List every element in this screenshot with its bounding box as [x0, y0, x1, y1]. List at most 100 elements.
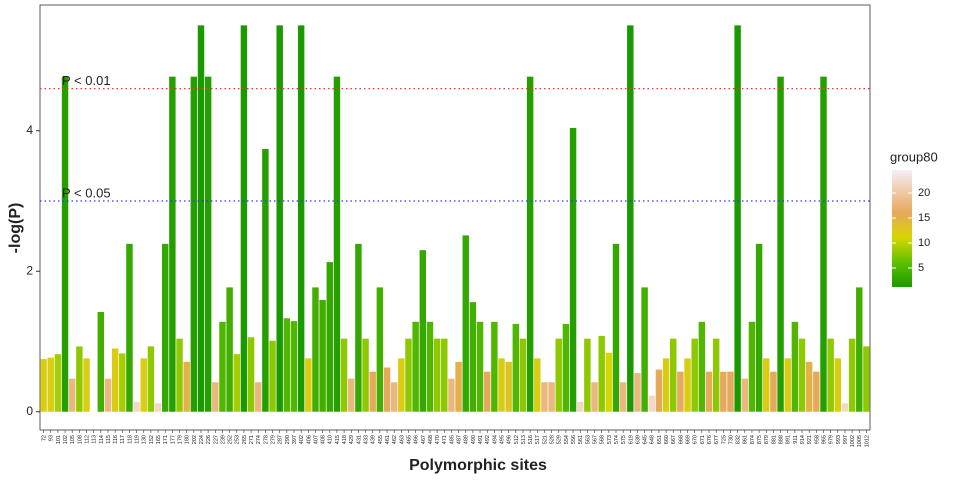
x-tick-label: 108	[77, 435, 83, 444]
x-tick-label: 463	[399, 435, 405, 444]
bar	[763, 358, 770, 412]
x-tick-label: 113	[92, 435, 98, 444]
bar	[398, 358, 405, 412]
x-tick-label: 152	[149, 435, 155, 444]
x-tick-label: 105	[70, 435, 76, 444]
x-tick-label: 958	[814, 435, 820, 444]
x-tick-label: 561	[578, 435, 584, 444]
bar	[433, 338, 441, 412]
x-tick-label: 639	[635, 435, 641, 444]
bar	[255, 382, 262, 412]
bar	[355, 243, 362, 412]
reference-label: P < 0.05	[62, 185, 111, 200]
x-tick-label: 406	[306, 435, 312, 444]
bar	[541, 382, 548, 412]
x-tick-label: 274	[256, 435, 262, 444]
bar	[562, 323, 570, 412]
x-tick-label: 177	[170, 435, 176, 444]
bar	[469, 302, 477, 412]
bar	[68, 378, 76, 412]
x-tick-label: 485	[449, 435, 455, 444]
bar	[348, 378, 355, 412]
bar	[498, 358, 505, 412]
bar	[297, 25, 305, 412]
bar	[47, 357, 54, 412]
bar	[276, 25, 283, 412]
bar	[161, 243, 169, 412]
bar	[204, 76, 212, 412]
x-tick-label: 467	[421, 435, 427, 444]
x-tick-label: 492	[485, 435, 491, 444]
x-tick-label: 180	[185, 435, 191, 444]
bar	[441, 338, 448, 412]
x-tick-label: 671	[700, 435, 706, 444]
bar	[390, 382, 398, 412]
bar	[705, 371, 713, 412]
bar	[734, 25, 741, 412]
x-tick-label: 487	[457, 435, 463, 444]
x-axis-label: Polymorphic sites	[409, 457, 547, 474]
x-tick-label: 410	[328, 435, 334, 444]
x-tick-label: 278	[263, 435, 269, 444]
bar	[476, 321, 484, 412]
x-tick-label: 455	[378, 435, 384, 444]
bar	[462, 235, 469, 412]
bar	[813, 371, 820, 412]
bar	[856, 287, 863, 412]
bar	[126, 243, 133, 412]
x-tick-label: 226	[206, 435, 212, 444]
x-tick-label: 648	[650, 435, 656, 444]
x-tick-label: 461	[385, 435, 391, 444]
bar	[219, 321, 226, 412]
x-tick-label: 102	[63, 435, 69, 444]
bar	[755, 243, 763, 412]
bar	[312, 287, 319, 412]
bar	[226, 287, 233, 412]
x-tick-label: 528	[550, 435, 556, 444]
x-tick-label: 574	[614, 435, 620, 444]
x-tick-label: 72	[42, 435, 48, 441]
bar	[183, 361, 190, 412]
x-tick-label: 429	[349, 435, 355, 444]
x-tick-label: 290	[285, 435, 291, 444]
colorbar-tick-label: 15	[918, 212, 930, 224]
bar	[83, 358, 90, 412]
bar	[240, 25, 248, 412]
bar	[340, 338, 348, 412]
x-tick-label: 891	[786, 435, 792, 444]
bar	[677, 371, 684, 412]
x-tick-label: 521	[542, 435, 548, 444]
x-tick-label: 667	[671, 435, 677, 444]
bar	[684, 358, 691, 412]
x-tick-label: 997	[843, 435, 849, 444]
x-tick-label: 888	[779, 435, 785, 444]
x-tick-label: 119	[135, 435, 141, 444]
x-tick-label: 556	[571, 435, 577, 444]
x-tick-label: 676	[707, 435, 713, 444]
bar	[269, 340, 276, 412]
bar	[505, 361, 512, 412]
bar	[247, 337, 255, 412]
x-tick-label: 874	[750, 435, 756, 444]
bar	[648, 395, 655, 412]
bar	[197, 25, 205, 412]
x-tick-label: 462	[392, 435, 398, 444]
bar	[333, 76, 341, 412]
x-tick-label: 407	[313, 435, 319, 444]
x-tick-label: 567	[592, 435, 598, 444]
x-tick-label: 529	[557, 435, 563, 444]
x-tick-label: 252	[228, 435, 234, 444]
bar	[97, 311, 105, 412]
bar	[605, 352, 613, 412]
bar	[40, 359, 47, 412]
x-tick-label: 494	[492, 435, 498, 444]
bar	[54, 354, 62, 412]
legend-title: group80	[890, 149, 938, 164]
x-tick-label: 879	[764, 435, 770, 444]
x-tick-label: 402	[299, 435, 305, 444]
x-tick-label: 470	[435, 435, 441, 444]
bar	[154, 403, 162, 412]
bar	[534, 358, 541, 412]
bar	[805, 361, 813, 412]
x-tick-label: 253	[235, 435, 241, 444]
